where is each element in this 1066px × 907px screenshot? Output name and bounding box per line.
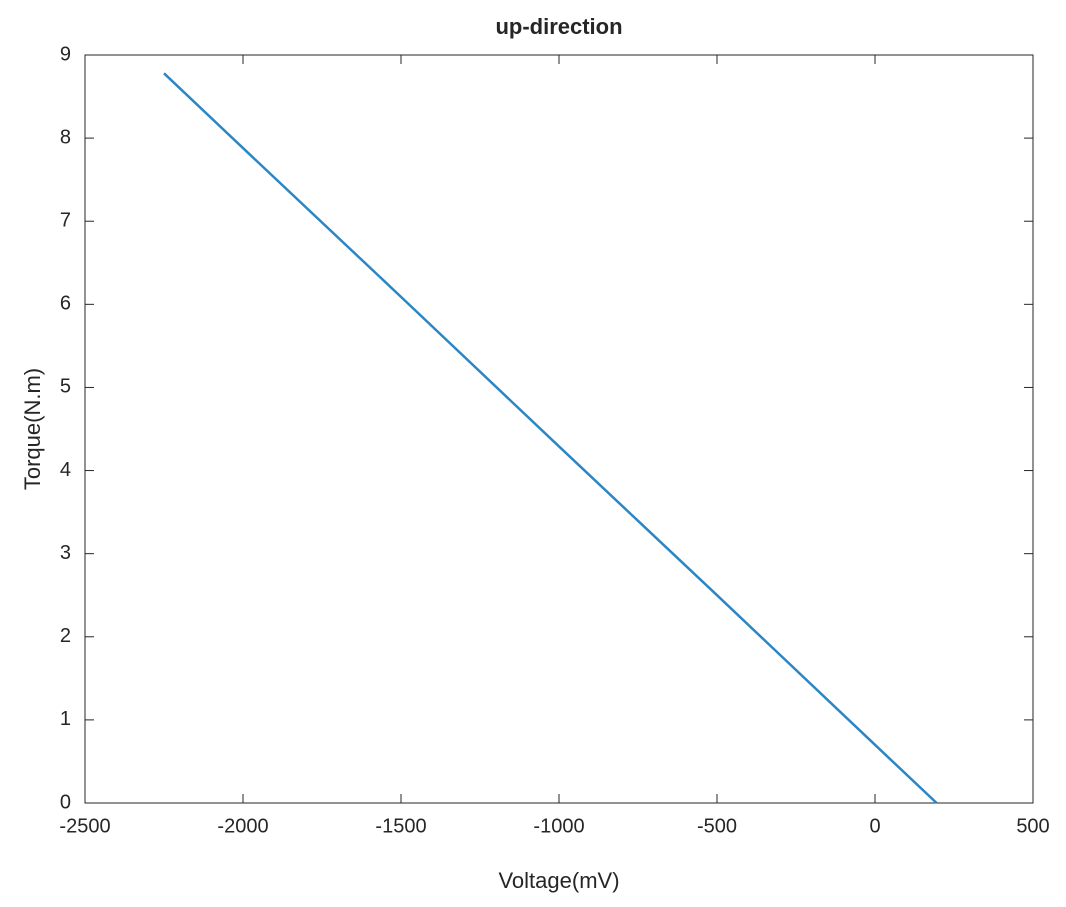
y-tick-label: 8: [60, 126, 71, 148]
y-tick-label: 2: [60, 625, 71, 647]
y-tick-label: 5: [60, 376, 71, 398]
x-tick-label: -2500: [59, 815, 110, 837]
y-tick-label: 7: [60, 210, 71, 232]
x-tick-label: -2000: [217, 815, 268, 837]
plot-frame: [84, 54, 1034, 804]
y-tick-label: 4: [60, 459, 71, 481]
y-tick-label: 3: [60, 542, 71, 564]
y-tick-label: 0: [60, 791, 71, 813]
x-tick-label: -500: [697, 815, 737, 837]
y-tick-label: 6: [60, 293, 71, 315]
x-tick-label: -1500: [375, 815, 426, 837]
x-tick-label: 0: [869, 815, 880, 837]
x-axis-label: Voltage(mV): [498, 868, 619, 893]
chart-title: up-direction: [495, 14, 622, 39]
y-tick-label: 1: [60, 708, 71, 730]
x-tick-label: -1000: [533, 815, 584, 837]
y-axis-label: Torque(N.m): [20, 368, 45, 490]
y-tick-label: 9: [60, 43, 71, 65]
x-tick-label: 500: [1016, 815, 1049, 837]
data-line: [163, 72, 938, 804]
